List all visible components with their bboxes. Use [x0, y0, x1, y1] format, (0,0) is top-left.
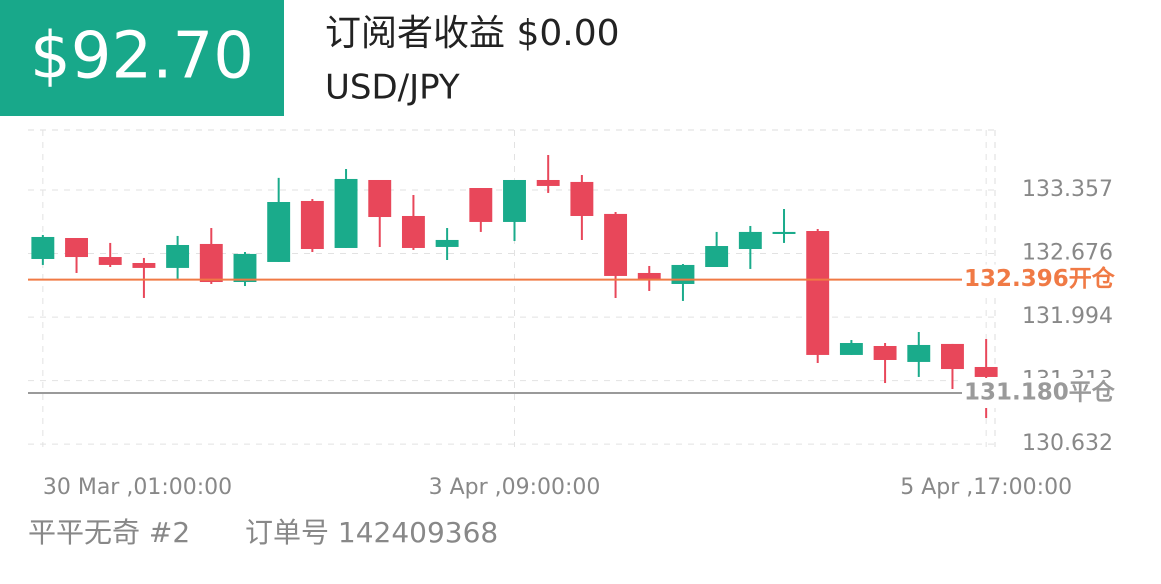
x-tick-label: 3 Apr ,09:00:00: [429, 475, 601, 500]
candle-body: [772, 231, 796, 234]
x-tick-label: 30 Mar ,01:00:00: [43, 475, 232, 500]
candle-body: [166, 244, 190, 268]
candle-body: [806, 231, 830, 355]
candle-body: [435, 239, 459, 247]
candle-body: [267, 201, 291, 262]
candle-body: [570, 181, 594, 216]
candle-body: [637, 272, 661, 280]
candle-body: [503, 179, 526, 222]
symbol: USD/JPY: [325, 68, 460, 108]
candle-body: [334, 178, 358, 248]
x-tick-label: 5 Apr ,17:00:00: [900, 475, 1072, 500]
profit-box: [0, 0, 284, 116]
candle-body: [98, 257, 122, 265]
price-line-label: 131.180平仓: [964, 379, 1116, 406]
candle-body: [705, 246, 729, 268]
order-number: 订单号 142409368: [245, 516, 498, 549]
candle-body: [31, 236, 55, 259]
candle-body: [233, 253, 257, 283]
title: 订阅者收益 $0.00: [325, 13, 620, 54]
y-tick-label: 132.676: [1022, 240, 1113, 265]
candle-body: [974, 366, 998, 377]
candle-body: [738, 231, 762, 250]
candle-body: [839, 343, 863, 355]
profit: $92.70: [30, 20, 254, 94]
price-label-bg: [964, 378, 1124, 409]
y-tick-label: 131.994: [1022, 304, 1113, 329]
candle-body: [604, 213, 628, 276]
candle-body: [873, 345, 897, 360]
candle-body: [401, 215, 425, 248]
candle-body: [368, 179, 392, 218]
account-name: 平平无奇 #2: [28, 516, 190, 549]
price-line-label: 132.396开仓: [964, 265, 1116, 292]
y-tick-label: 130.632: [1022, 431, 1113, 456]
candle-body: [941, 343, 964, 370]
y-tick-label: 133.357: [1022, 177, 1113, 202]
candle-body: [671, 264, 695, 284]
price-label-bg: [964, 264, 1124, 295]
candle-body: [469, 188, 493, 222]
candle-body: [300, 200, 324, 250]
candle-body: [65, 237, 88, 258]
candle-body: [536, 179, 560, 186]
candle-body: [199, 243, 223, 283]
candle-body: [907, 344, 931, 362]
candle-body: [132, 262, 156, 268]
